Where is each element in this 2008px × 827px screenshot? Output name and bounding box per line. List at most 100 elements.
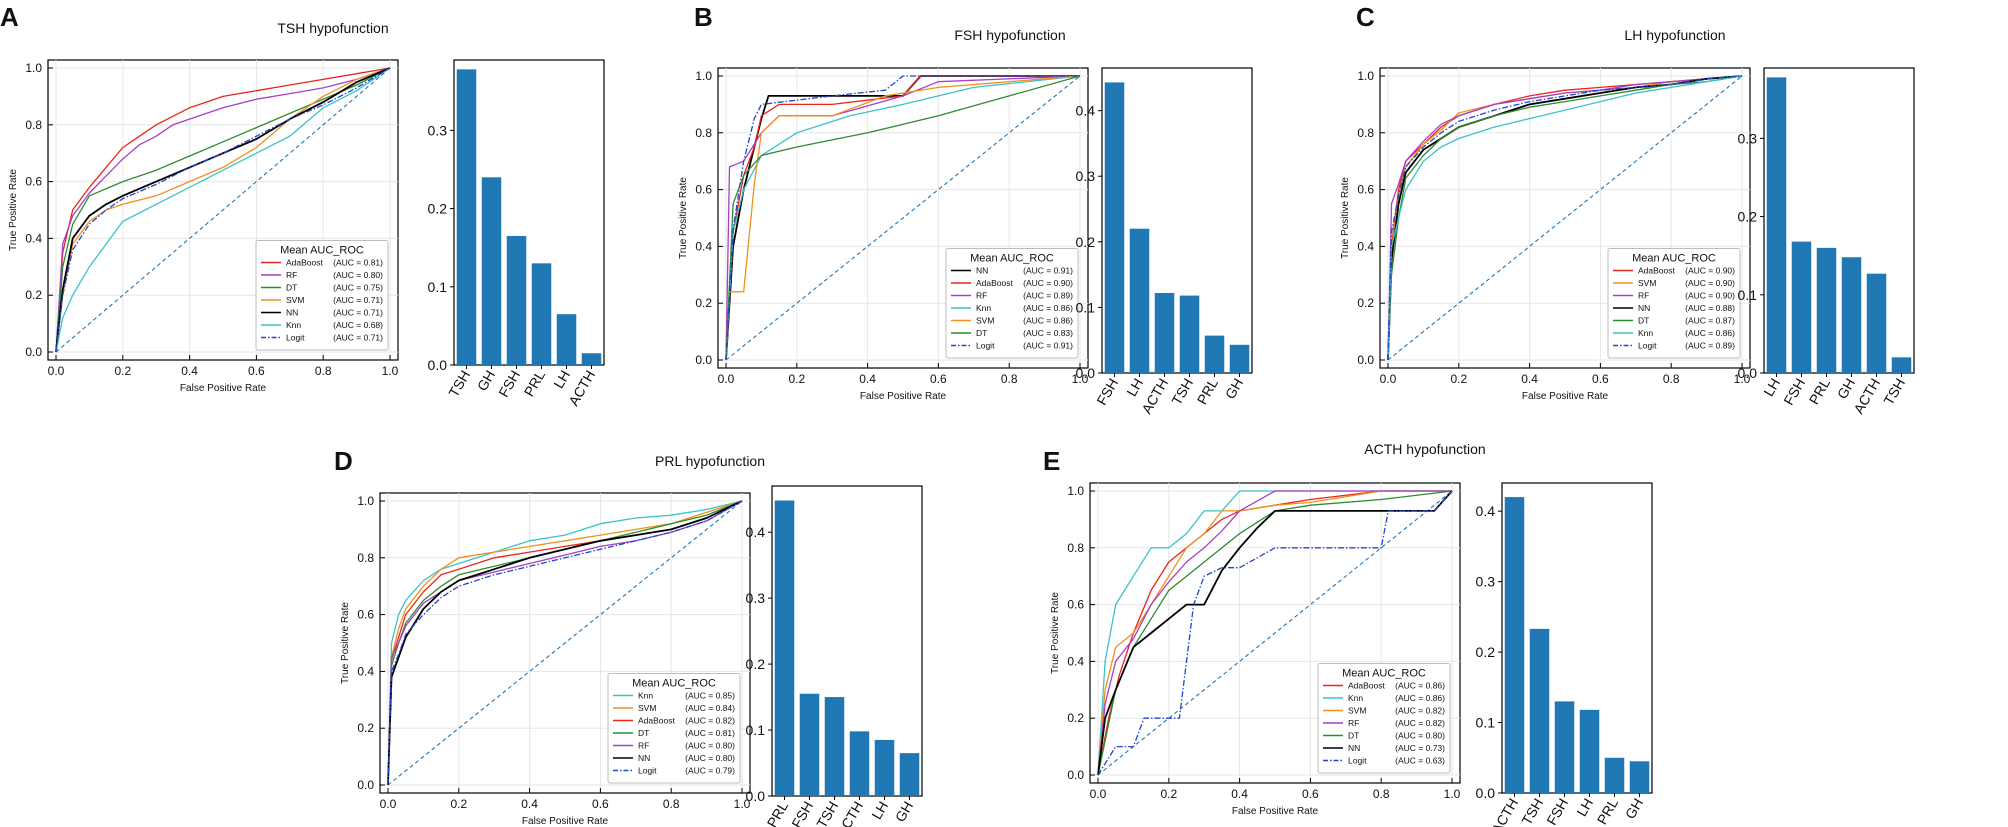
bar-fsh xyxy=(506,235,527,365)
legend-box xyxy=(255,240,389,351)
bar-tsh xyxy=(1891,357,1912,373)
x-tick-label: GH xyxy=(1222,376,1246,402)
y-tick-label: 0.4 xyxy=(1357,239,1374,253)
legend-entry-name: DT xyxy=(976,328,987,338)
roc-curve-knn xyxy=(1387,75,1743,361)
legend-entry-auc: (AUC = 0.86) xyxy=(1395,681,1445,691)
legend-entry-name: SVM xyxy=(1348,706,1366,716)
y-tick-label: 0.4 xyxy=(746,524,766,540)
panel-a: A TSH hypofunction 0.0 0.2 0.4 0.6 0.8 1.0 0.0 0.… xyxy=(0,2,605,409)
x-tick-label: 0.8 xyxy=(1663,372,1680,386)
chance-diagonal-line xyxy=(387,500,743,786)
legend-entry-auc: (AUC = 0.82) xyxy=(1395,718,1445,728)
y-axis-label: True Positive Rate xyxy=(340,602,351,684)
bar-acth xyxy=(849,731,870,796)
bar-fsh xyxy=(799,693,820,796)
x-tick-label: 0.6 xyxy=(592,797,609,811)
legend-entry-name: DT xyxy=(286,283,297,293)
y-tick-label: 0.3 xyxy=(1738,130,1758,146)
x-tick-label: FSH xyxy=(1780,376,1808,408)
y-tick-label: 0.2 xyxy=(1476,644,1496,660)
x-tick-label: 0.0 xyxy=(380,797,397,811)
x-tick-label: PRL xyxy=(521,367,549,399)
legend-entry-name: DT xyxy=(638,728,649,738)
importance-plot-frame xyxy=(1101,67,1253,374)
x-tick-label: 0.2 xyxy=(450,797,467,811)
bar-lh xyxy=(556,314,577,365)
legend-box xyxy=(945,248,1079,359)
x-tick-label: ACTH xyxy=(565,368,598,409)
bar-fsh xyxy=(1791,241,1812,373)
x-tick-label: TSH xyxy=(1168,376,1196,408)
roc-curve-knn xyxy=(55,67,391,353)
x-tick-label: 1.0 xyxy=(1734,372,1751,386)
roc-curve-rf xyxy=(387,500,743,786)
chance-diagonal-line xyxy=(55,67,391,353)
y-tick-label: 0.1 xyxy=(746,722,766,738)
legend-entry-auc: (AUC = 0.83) xyxy=(1023,328,1073,338)
y-tick-label: 0.0 xyxy=(25,345,42,359)
bar-lh xyxy=(874,739,895,796)
roc-curve-knn xyxy=(725,75,1081,361)
x-tick-label: 0.2 xyxy=(1160,787,1177,801)
roc-curve-svm xyxy=(1097,490,1452,776)
x-axis-label: False Positive Rate xyxy=(860,391,947,402)
x-tick-label: 0.2 xyxy=(788,372,805,386)
panel-letter: A xyxy=(0,2,19,32)
legend-entry-auc: (AUC = 0.68) xyxy=(333,320,383,330)
legend-entry-auc: (AUC = 0.86) xyxy=(1023,316,1073,326)
panel-title: LH hypofunction xyxy=(1624,27,1725,43)
x-tick-label: 0.6 xyxy=(930,372,947,386)
legend-entry-name: Logit xyxy=(976,341,995,351)
bar-prl xyxy=(774,500,795,796)
y-tick-label: 0.3 xyxy=(428,122,448,138)
y-tick-label: 0.4 xyxy=(1476,503,1496,519)
roc-curve-dt xyxy=(1387,75,1743,361)
legend-entry-auc: (AUC = 0.86) xyxy=(1023,303,1073,313)
bar-prl xyxy=(1816,247,1837,373)
legend-entry-auc: (AUC = 0.80) xyxy=(685,741,735,751)
bar-acth xyxy=(1154,292,1175,373)
roc-curve-svm xyxy=(725,75,1081,361)
legend-box xyxy=(1607,248,1741,359)
panel-title: TSH hypofunction xyxy=(277,20,388,36)
roc-curve-rf xyxy=(1097,490,1452,776)
legend-title: Mean AUC_ROC xyxy=(970,253,1054,265)
legend-entry-auc: (AUC = 0.82) xyxy=(685,716,735,726)
legend-entry-auc: (AUC = 0.73) xyxy=(1395,743,1445,753)
y-tick-label: 0.3 xyxy=(1076,168,1096,184)
x-tick-label: 0.6 xyxy=(1592,372,1609,386)
legend-title: Mean AUC_ROC xyxy=(1632,253,1716,265)
y-tick-label: 0.4 xyxy=(1067,654,1084,668)
legend-entry-name: AdaBoost xyxy=(1348,681,1385,691)
x-tick-label: LH xyxy=(550,368,573,392)
legend-entry-name: Logit xyxy=(286,333,305,343)
roc-curve-nn xyxy=(1097,490,1453,776)
legend-entry-name: AdaBoost xyxy=(638,716,675,726)
bar-acth xyxy=(581,353,602,365)
x-tick-label: 0.8 xyxy=(1001,372,1018,386)
legend-entry-auc: (AUC = 0.82) xyxy=(1395,706,1445,716)
legend-entry-auc: (AUC = 0.81) xyxy=(333,258,383,268)
y-tick-label: 0.8 xyxy=(357,551,374,565)
y-axis-label: True Positive Rate xyxy=(8,169,19,251)
x-tick-label: 0.8 xyxy=(663,797,680,811)
roc-curve-adaboost xyxy=(725,75,1080,361)
panel-title: FSH hypofunction xyxy=(954,27,1065,43)
y-tick-label: 0.0 xyxy=(1476,785,1496,801)
bar-gh xyxy=(899,753,920,796)
y-tick-label: 0.0 xyxy=(357,778,374,792)
x-tick-label: ACTH xyxy=(833,799,866,827)
chance-diagonal-line xyxy=(1387,75,1743,361)
y-tick-label: 0.2 xyxy=(357,721,374,735)
legend-entry-name: RF xyxy=(1348,718,1359,728)
legend-entry-auc: (AUC = 0.86) xyxy=(1395,693,1445,703)
importance-plot-frame xyxy=(1501,482,1653,794)
y-axis-label: True Positive Rate xyxy=(678,177,689,259)
x-axis-label: False Positive Rate xyxy=(180,383,267,394)
bar-gh xyxy=(1629,761,1650,793)
